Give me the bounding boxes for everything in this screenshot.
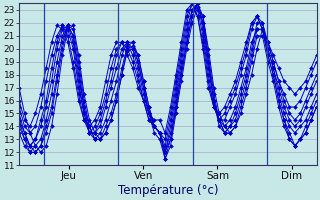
X-axis label: Température (°c): Température (°c): [117, 184, 218, 197]
